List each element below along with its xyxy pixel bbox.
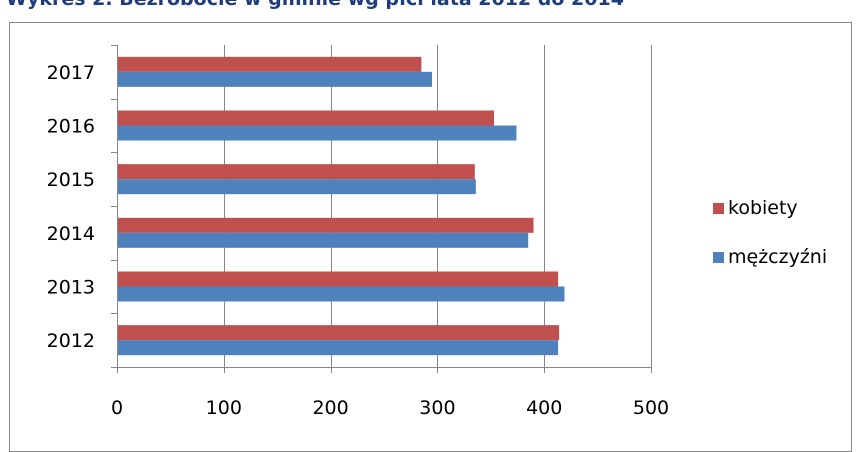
bar-kobiety-2016 (117, 110, 495, 126)
legend-label: mężczyźni (728, 246, 827, 268)
bar-kobiety-2012 (117, 325, 560, 341)
bar-kobiety-2013 (117, 271, 559, 287)
bar-mezczyzni-2012 (117, 340, 559, 356)
bar-mezczyzni-2015 (117, 179, 476, 195)
legend-label: kobiety (728, 197, 798, 219)
y-tick-label: 2016 (47, 116, 95, 138)
x-tick-label: 0 (111, 397, 123, 419)
bars (117, 56, 565, 356)
axes (111, 45, 652, 373)
bar-mezczyzni-2017 (117, 71, 433, 87)
legend-swatch (713, 203, 724, 214)
y-tick-label: 2013 (47, 277, 95, 299)
bar-mezczyzni-2014 (117, 232, 529, 248)
bar-kobiety-2017 (117, 56, 422, 72)
page-title: Wykres 2. Bezrobocie w gminie wg płci la… (6, 0, 624, 10)
bar-kobiety-2015 (117, 164, 475, 180)
bar-kobiety-2014 (117, 217, 534, 233)
gridlines (224, 45, 652, 367)
y-tick-label: 2017 (47, 62, 95, 84)
bar-mezczyzni-2016 (117, 125, 517, 141)
x-tick-label: 400 (526, 397, 562, 419)
x-tick-label: 300 (419, 397, 455, 419)
y-tick-label: 2014 (47, 223, 95, 245)
legend: kobiety mężczyźni (713, 197, 827, 268)
y-tick-label: 2012 (47, 330, 95, 352)
bar-mezczyzni-2013 (117, 286, 565, 302)
x-tick-label: 100 (206, 397, 242, 419)
x-tick-label: 200 (312, 397, 348, 419)
tick-labels: 2012 2013 2014 2015 2016 2017 0 100 200 300 400 500 (47, 62, 669, 419)
y-tick-label: 2015 (47, 169, 95, 191)
legend-swatch (713, 252, 724, 263)
x-tick-label: 500 (633, 397, 669, 419)
